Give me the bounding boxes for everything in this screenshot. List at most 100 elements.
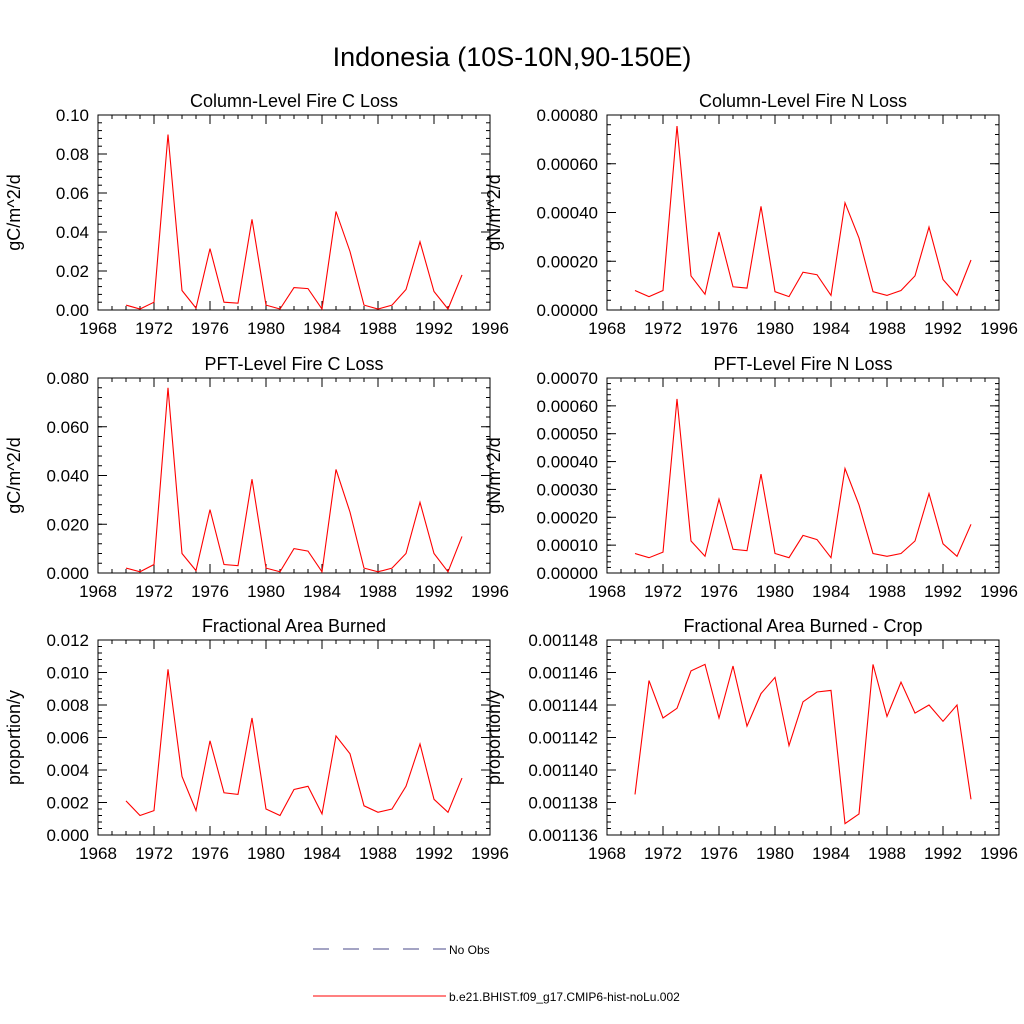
y-axis-label: proportion/y	[484, 690, 504, 785]
x-tick-label: 1972	[644, 582, 682, 601]
x-tick-label: 1996	[471, 844, 509, 863]
y-tick-label: 0.00000	[537, 301, 598, 320]
x-tick-label: 1984	[812, 844, 850, 863]
y-tick-label: 0.00040	[537, 453, 598, 472]
y-tick-label: 0.08	[56, 145, 89, 164]
y-tick-label: 0.010	[46, 664, 89, 683]
x-tick-label: 1972	[135, 582, 173, 601]
y-tick-label: 0.020	[46, 515, 89, 534]
y-tick-label: 0.00010	[537, 536, 598, 555]
y-tick-label: 0.002	[46, 794, 89, 813]
x-tick-label: 1984	[812, 319, 850, 338]
plot-frame	[97, 639, 491, 836]
x-tick-label: 1996	[980, 319, 1018, 338]
panel-title: Column-Level Fire N Loss	[699, 91, 907, 111]
x-tick-label: 1968	[79, 844, 117, 863]
x-tick-label: 1992	[415, 582, 453, 601]
y-tick-label: 0.060	[46, 418, 89, 437]
x-tick-label: 1992	[924, 319, 962, 338]
x-tick-label: 1984	[812, 582, 850, 601]
x-tick-label: 1972	[135, 844, 173, 863]
y-tick-label: 0.080	[46, 369, 89, 388]
series-line-1	[125, 387, 463, 574]
x-tick-label: 1972	[135, 319, 173, 338]
panel-title: Column-Level Fire C Loss	[190, 91, 398, 111]
y-tick-label: 0.001144	[528, 696, 598, 715]
legend: No Obs b.e21.BHIST.f09_g17.CMIP6-hist-noL…	[313, 943, 680, 1004]
chart-panel-2: 1968 1972 1976 1980 1984 1988 1992 1996 0.00000 0…	[484, 91, 1018, 338]
y-tick-label: 0.001142	[528, 729, 598, 748]
x-tick-label: 1976	[700, 844, 738, 863]
x-tick-label: 1968	[588, 319, 626, 338]
x-tick-label: 1988	[359, 319, 397, 338]
x-tick-label: 1988	[359, 844, 397, 863]
x-tick-label: 1976	[191, 582, 229, 601]
chart-panel-4: 1968 1972 1976 1980 1984 1988 1992 1996 0.00000 0…	[484, 354, 1018, 601]
chart-panel-3: 1968 1972 1976 1980 1984 1988 1992 1996 0.000 0.0…	[4, 354, 509, 601]
chart-panel-5: 1968 1972 1976 1980 1984 1988 1992 1996 0.000 0.0…	[4, 616, 509, 863]
x-tick-label: 1988	[868, 582, 906, 601]
y-tick-label: 0.001148	[528, 631, 598, 650]
x-tick-label: 1976	[700, 582, 738, 601]
y-tick-label: 0.012	[46, 631, 89, 650]
x-tick-label: 1992	[415, 844, 453, 863]
x-tick-label: 1980	[756, 844, 794, 863]
y-tick-label: 0.06	[56, 184, 89, 203]
y-tick-label: 0.006	[46, 729, 89, 748]
legend-label-2: b.e21.BHIST.f09_g17.CMIP6-hist-noLu.002	[449, 990, 680, 1004]
series-line-1	[634, 663, 972, 825]
y-axis-label: proportion/y	[4, 690, 24, 785]
x-tick-label: 1984	[303, 319, 341, 338]
y-tick-label: 0.00080	[537, 106, 598, 125]
y-tick-label: 0.004	[46, 761, 89, 780]
figure-title: Indonesia (10S-10N,90-150E)	[333, 42, 692, 72]
x-tick-label: 1968	[79, 319, 117, 338]
x-tick-label: 1992	[415, 319, 453, 338]
y-axis-label: gC/m^2/d	[4, 437, 24, 513]
y-tick-label: 0.00030	[537, 480, 598, 499]
y-tick-label: 0.00000	[537, 564, 598, 583]
series-line-1	[634, 398, 972, 560]
panel-title: Fractional Area Burned	[202, 616, 386, 636]
series-line-1	[125, 669, 463, 817]
y-tick-label: 0.00050	[537, 425, 598, 444]
y-tick-label: 0.00	[56, 301, 89, 320]
y-tick-label: 0.001136	[528, 826, 598, 845]
x-tick-label: 1972	[644, 319, 682, 338]
y-tick-label: 0.040	[46, 467, 89, 486]
y-tick-label: 0.00020	[537, 252, 598, 271]
x-tick-label: 1972	[644, 844, 682, 863]
y-tick-label: 0.001146	[528, 664, 598, 683]
x-tick-label: 1968	[588, 582, 626, 601]
x-tick-label: 1976	[191, 844, 229, 863]
y-axis-label: gN/m^2/d	[484, 174, 504, 250]
x-tick-label: 1988	[359, 582, 397, 601]
plot-frame	[606, 639, 1000, 836]
plot-frame	[606, 114, 1000, 311]
y-tick-label: 0.000	[46, 826, 89, 845]
panel-title: PFT-Level Fire N Loss	[713, 354, 892, 374]
chart-panel-6: 1968 1972 1976 1980 1984 1988 1992 1996 0.001136…	[484, 616, 1018, 863]
x-tick-label: 1988	[868, 844, 906, 863]
x-tick-label: 1976	[191, 319, 229, 338]
series-line-1	[634, 125, 972, 298]
y-tick-label: 0.00040	[537, 204, 598, 223]
x-tick-label: 1968	[588, 844, 626, 863]
y-tick-label: 0.001140	[528, 761, 598, 780]
x-tick-label: 1996	[471, 319, 509, 338]
y-tick-label: 0.04	[56, 223, 89, 242]
y-tick-label: 0.001138	[528, 794, 598, 813]
x-tick-label: 1992	[924, 844, 962, 863]
x-tick-label: 1980	[756, 319, 794, 338]
x-tick-label: 1980	[756, 582, 794, 601]
y-tick-label: 0.000	[46, 564, 89, 583]
y-tick-label: 0.00060	[537, 397, 598, 416]
y-axis-label: gN/m^2/d	[484, 437, 504, 513]
x-tick-label: 1992	[924, 582, 962, 601]
x-tick-label: 1980	[247, 844, 285, 863]
y-tick-label: 0.02	[56, 262, 89, 281]
x-tick-label: 1980	[247, 582, 285, 601]
x-tick-label: 1996	[980, 582, 1018, 601]
y-axis-label: gC/m^2/d	[4, 174, 24, 250]
